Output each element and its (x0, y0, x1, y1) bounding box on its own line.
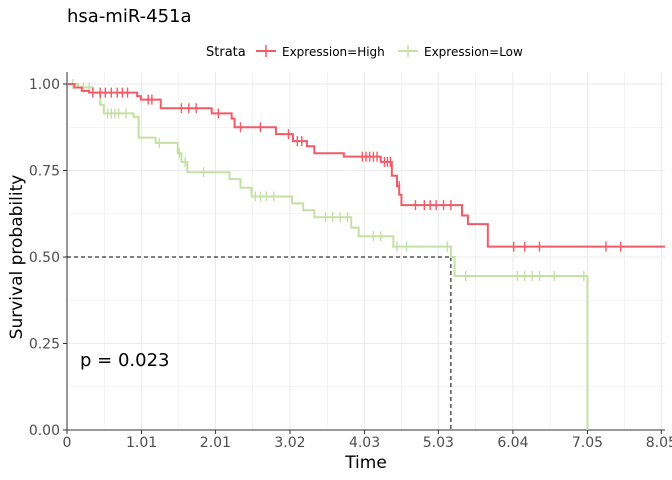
x-tick-label: 6.04 (497, 435, 528, 451)
survival-curves (67, 79, 665, 430)
legend-title: Strata (206, 45, 246, 60)
x-axis-label: Time (344, 453, 387, 473)
y-axis-label: Survival probability (7, 175, 27, 340)
legend: Strata Expression=High Expression=Low (206, 45, 523, 60)
y-tick-label: 0.25 (29, 337, 60, 353)
x-tick-label: 1.01 (126, 435, 157, 451)
grid (66, 72, 665, 431)
y-tick-label: 0.00 (29, 423, 60, 439)
y-tick-label: 1.00 (29, 77, 60, 93)
x-tick-label: 4.03 (349, 435, 380, 451)
x-tick-label: 5.03 (423, 435, 454, 451)
curve-low (67, 83, 589, 430)
axes: 0 1.01 2.01 3.02 4.03 5.03 6.04 7.05 8.05 0.00 0.2… (29, 72, 672, 451)
x-tick-label: 3.02 (274, 435, 305, 451)
y-tick-label: 0.75 (29, 164, 60, 180)
p-value-label: p = 0.023 (80, 350, 169, 371)
median-reference-lines (67, 256, 452, 430)
legend-label-high: Expression=High (282, 45, 385, 59)
legend-label-low: Expression=Low (424, 45, 523, 59)
x-tick-label: 8.05 (646, 435, 672, 451)
x-tick-label: 2.01 (200, 435, 231, 451)
curve-high (67, 83, 665, 248)
chart-title: hsa-miR-451a (67, 6, 192, 27)
x-tick-label: 0 (63, 435, 72, 451)
y-tick-label: 0.50 (29, 250, 60, 266)
x-tick-label: 7.05 (572, 435, 603, 451)
